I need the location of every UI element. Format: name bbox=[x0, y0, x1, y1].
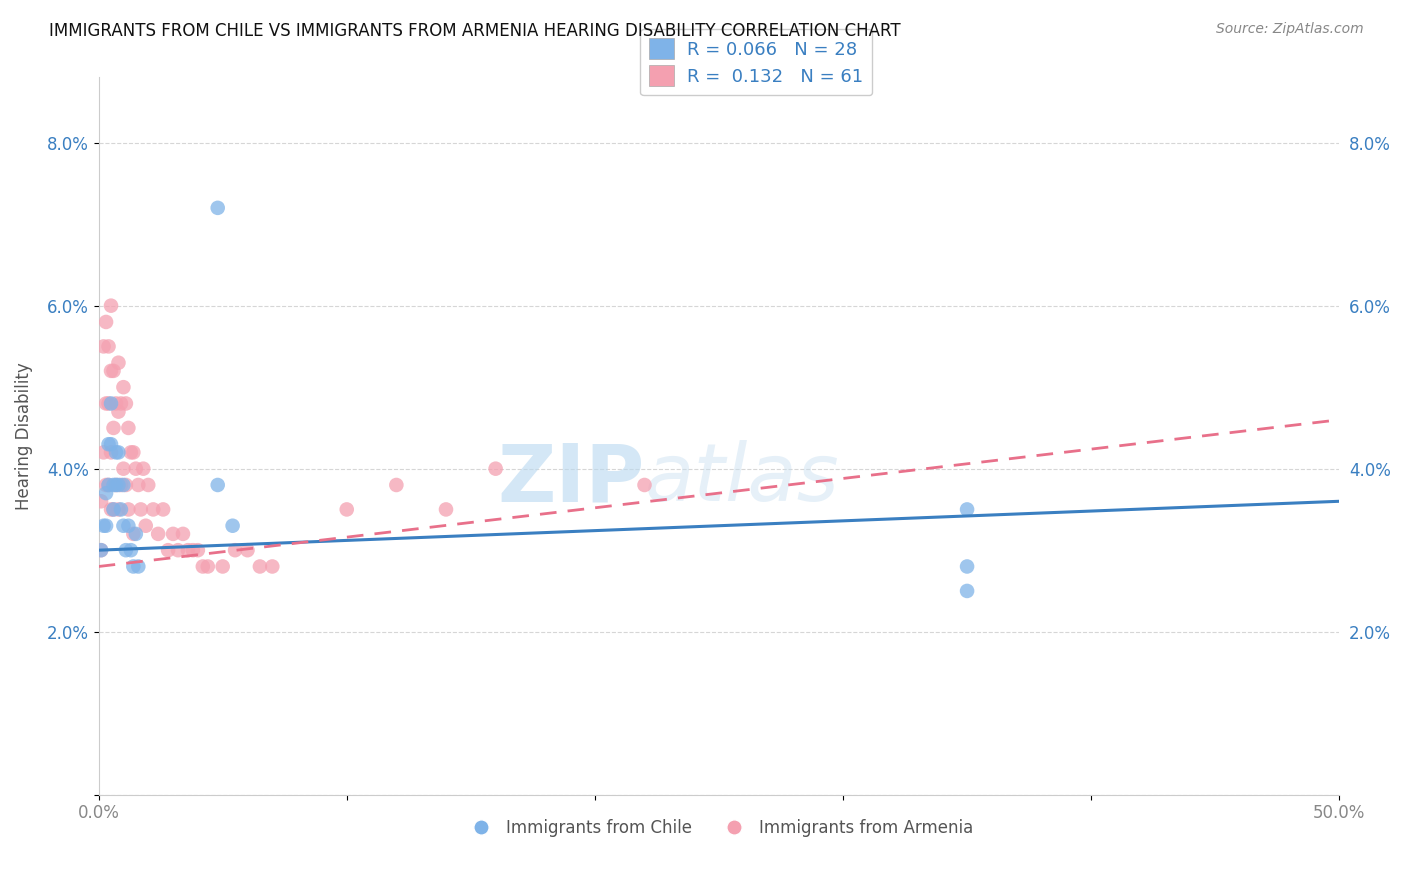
Point bbox=[146, 527, 169, 541]
Point bbox=[122, 559, 145, 574]
Point bbox=[117, 518, 139, 533]
Point bbox=[103, 478, 125, 492]
Point bbox=[385, 478, 408, 492]
Text: IMMIGRANTS FROM CHILE VS IMMIGRANTS FROM ARMENIA HEARING DISABILITY CORRELATION : IMMIGRANTS FROM CHILE VS IMMIGRANTS FROM… bbox=[49, 22, 901, 40]
Point bbox=[104, 396, 127, 410]
Point bbox=[129, 502, 152, 516]
Point bbox=[107, 445, 129, 459]
Legend: Immigrants from Chile, Immigrants from Armenia: Immigrants from Chile, Immigrants from A… bbox=[458, 813, 980, 844]
Point bbox=[236, 543, 259, 558]
Point bbox=[107, 404, 129, 418]
Point bbox=[115, 478, 138, 492]
Point bbox=[336, 502, 359, 516]
Point bbox=[172, 527, 194, 541]
Point bbox=[224, 543, 246, 558]
Text: Source: ZipAtlas.com: Source: ZipAtlas.com bbox=[1216, 22, 1364, 37]
Point bbox=[103, 421, 125, 435]
Point bbox=[633, 478, 655, 492]
Point bbox=[107, 502, 129, 516]
Point bbox=[152, 502, 174, 516]
Point bbox=[110, 396, 132, 410]
Point bbox=[110, 502, 132, 516]
Text: ZIP: ZIP bbox=[498, 440, 644, 518]
Point bbox=[207, 478, 229, 492]
Point bbox=[94, 478, 117, 492]
Point bbox=[127, 559, 149, 574]
Point bbox=[167, 543, 190, 558]
Point bbox=[177, 543, 200, 558]
Point bbox=[93, 518, 115, 533]
Point bbox=[90, 543, 112, 558]
Point bbox=[221, 518, 243, 533]
Point bbox=[157, 543, 180, 558]
Point bbox=[127, 478, 149, 492]
Point bbox=[181, 543, 204, 558]
Point bbox=[103, 364, 125, 378]
Point bbox=[97, 437, 120, 451]
Point bbox=[142, 502, 165, 516]
Point bbox=[100, 396, 122, 410]
Point bbox=[104, 478, 127, 492]
Point bbox=[107, 478, 129, 492]
Point bbox=[110, 478, 132, 492]
Point bbox=[90, 494, 112, 508]
Point bbox=[197, 559, 219, 574]
Point bbox=[107, 356, 129, 370]
Point bbox=[90, 543, 112, 558]
Point bbox=[115, 543, 138, 558]
Point bbox=[103, 502, 125, 516]
Point bbox=[97, 478, 120, 492]
Point bbox=[100, 437, 122, 451]
Point bbox=[94, 518, 117, 533]
Text: atlas: atlas bbox=[644, 440, 839, 518]
Point bbox=[94, 396, 117, 410]
Point bbox=[112, 518, 135, 533]
Point bbox=[434, 502, 457, 516]
Point bbox=[100, 299, 122, 313]
Point bbox=[262, 559, 284, 574]
Y-axis label: Hearing Disability: Hearing Disability bbox=[15, 362, 32, 510]
Point bbox=[97, 396, 120, 410]
Point bbox=[120, 445, 142, 459]
Point bbox=[117, 421, 139, 435]
Point bbox=[132, 461, 155, 475]
Point bbox=[104, 445, 127, 459]
Point bbox=[93, 339, 115, 353]
Point bbox=[112, 461, 135, 475]
Point bbox=[125, 461, 148, 475]
Point bbox=[187, 543, 209, 558]
Point bbox=[122, 527, 145, 541]
Point bbox=[136, 478, 159, 492]
Point bbox=[100, 364, 122, 378]
Point bbox=[249, 559, 271, 574]
Point bbox=[207, 201, 229, 215]
Point bbox=[191, 559, 214, 574]
Point bbox=[115, 396, 138, 410]
Point bbox=[93, 445, 115, 459]
Point bbox=[956, 583, 979, 598]
Point bbox=[117, 502, 139, 516]
Point bbox=[100, 502, 122, 516]
Point bbox=[120, 543, 142, 558]
Point bbox=[162, 527, 184, 541]
Point bbox=[956, 502, 979, 516]
Point bbox=[125, 527, 148, 541]
Point bbox=[104, 478, 127, 492]
Point bbox=[94, 486, 117, 500]
Point bbox=[94, 315, 117, 329]
Point bbox=[103, 502, 125, 516]
Point bbox=[211, 559, 233, 574]
Point bbox=[112, 380, 135, 394]
Point bbox=[122, 445, 145, 459]
Point bbox=[956, 559, 979, 574]
Point bbox=[97, 339, 120, 353]
Point bbox=[135, 518, 157, 533]
Point bbox=[485, 461, 508, 475]
Point bbox=[97, 478, 120, 492]
Point bbox=[100, 445, 122, 459]
Point bbox=[112, 478, 135, 492]
